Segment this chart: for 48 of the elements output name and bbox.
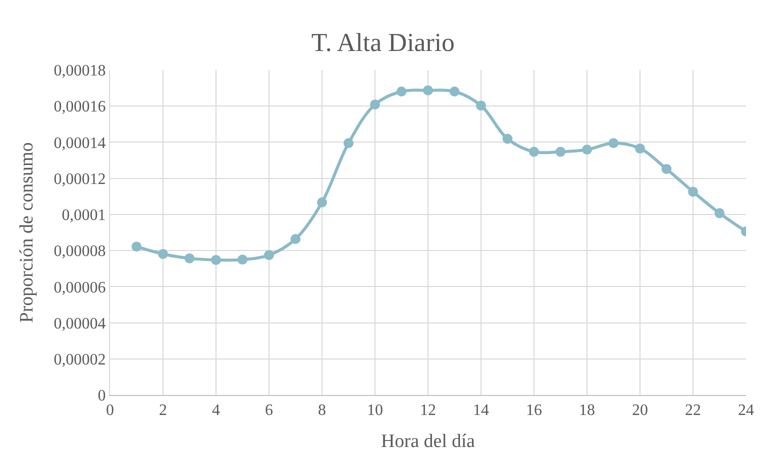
point: [556, 146, 566, 157]
point: [370, 99, 380, 110]
y-axis-title: Proporción de consumo: [16, 142, 38, 323]
y-tick-label: 0,00014: [54, 134, 106, 152]
x-tick-label: 20: [632, 402, 648, 420]
point: [529, 146, 539, 157]
point: [450, 86, 460, 96]
chart-title: T. Alta Diario: [311, 28, 455, 58]
x-tick-label: 12: [420, 402, 436, 420]
x-axis-title: Hora del día: [381, 431, 476, 452]
point: [344, 138, 354, 148]
x-tick-label: 22: [685, 402, 701, 420]
y-tick-label: 0,00016: [54, 98, 106, 116]
point: [184, 253, 194, 264]
point: [608, 138, 618, 148]
x-tick-label: 4: [212, 402, 220, 420]
point: [502, 134, 512, 144]
point: [635, 144, 645, 154]
point: [688, 186, 698, 197]
x-tick-label: 14: [473, 402, 489, 420]
y-tick-label: 0: [98, 388, 106, 405]
x-tick-label: 16: [526, 402, 542, 420]
x-tick-label: 24: [738, 402, 754, 420]
point: [582, 144, 592, 155]
point: [211, 254, 221, 265]
point: [396, 86, 406, 96]
point: [238, 254, 248, 265]
x-tick-label: 2: [159, 402, 167, 420]
x-tick-label: 10: [367, 402, 383, 420]
point: [290, 234, 300, 244]
point: [158, 248, 168, 259]
y-tick-label: 0,00018: [54, 62, 106, 80]
y-tick-label: 0,00012: [54, 170, 106, 188]
x-tick-label: 6: [265, 402, 273, 420]
point: [476, 100, 486, 111]
y-tick-label: 0,0001: [62, 207, 106, 224]
point: [714, 208, 724, 218]
y-tick-label: 0,00002: [54, 351, 106, 368]
y-tick-label: 0,00006: [54, 279, 106, 296]
point: [132, 242, 142, 252]
x-tick-label: 18: [579, 402, 595, 420]
y-tick-label: 0,00004: [54, 315, 106, 332]
point: [317, 197, 327, 208]
point: [662, 164, 672, 174]
point: [264, 250, 274, 260]
x-tick-label: 8: [318, 402, 326, 420]
point: [423, 85, 433, 96]
y-tick-label: 0,00008: [54, 243, 106, 260]
